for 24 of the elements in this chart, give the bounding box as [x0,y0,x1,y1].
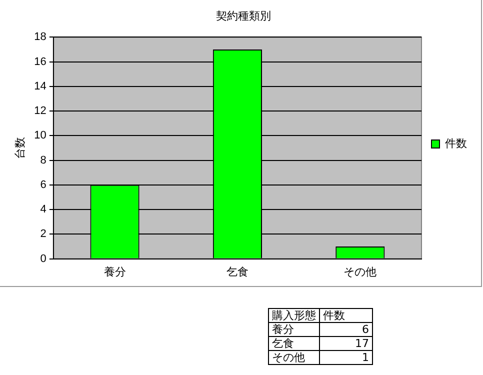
legend-label: 件数 [445,138,467,150]
chart-title: 契約種類別 [216,10,271,23]
y-tick-label: 14 [34,80,46,92]
category-label: 養分 [272,323,294,336]
category-label: その他 [272,351,305,364]
y-axis-title: 台数 [14,137,27,159]
y-tick-label: 10 [34,130,46,142]
text: 購入形態 [268,308,320,322]
x-tick-label: 乞食 [226,266,248,278]
x-tick-label: その他 [344,266,377,278]
text: 6 [320,322,372,336]
y-tick-label: 0 [40,252,46,265]
y-tick-label: 4 [40,204,46,216]
y-tick-label: 2 [40,228,46,240]
y-tick-label: 8 [40,154,46,166]
y-tick-label: 12 [34,105,46,118]
text: 17 [320,336,372,350]
text: 件数 [323,309,345,322]
text: 1 [320,350,372,364]
category-label: 乞食 [272,337,294,350]
y-tick-label: 6 [40,178,46,191]
x-tick-label: 養分 [104,265,126,278]
y-tick-label: 18 [34,31,46,44]
y-tick-label: 16 [34,56,46,68]
